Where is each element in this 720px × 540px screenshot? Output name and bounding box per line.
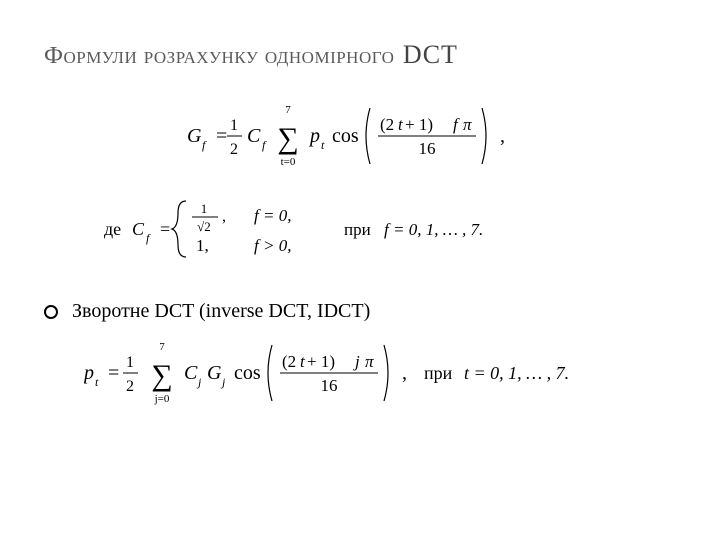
p3-d: 16 [321, 376, 338, 395]
p3-p: p [84, 362, 94, 384]
brace [172, 201, 186, 257]
p3-cos: cos [234, 362, 261, 384]
sym-G: G [187, 125, 202, 147]
pn-pi: π [463, 115, 472, 134]
sym-Cf: f [262, 138, 267, 152]
pri: при [344, 220, 371, 239]
sym-pt: t [321, 138, 325, 152]
formula-pt-svg: p t = 1 2 7 ∑ j=0 C j G j cos (2 [84, 335, 704, 411]
sym-f: f [202, 138, 207, 152]
sym-p: p [308, 125, 320, 147]
f1-den: 2 [230, 141, 238, 158]
formula-gf-svg: G f = 1 2 C f 7 ∑ t=0 p t cos [152, 100, 572, 170]
c1-cond: f = 0, [254, 206, 291, 225]
title-suffix: DCT [401, 40, 458, 69]
pn-a: (2 [380, 115, 394, 134]
f1-num: 1 [230, 117, 238, 134]
p3-ss: ∑ [151, 359, 172, 392]
c2-cond: f > 0, [254, 236, 291, 255]
c1-num: 1 [201, 201, 208, 216]
formula-cf: де C f = 1 √2 , f = 0, 1, f > 0, при f =… [44, 195, 680, 270]
sum-bot: t=0 [281, 156, 296, 168]
p3-tt: t [300, 352, 306, 371]
range: f = 0, 1, … , 7. [384, 220, 483, 239]
slide: Формули розрахунку одномірного DCT G f =… [0, 0, 720, 540]
f1-tail: , [500, 125, 505, 147]
slide-title: Формули розрахунку одномірного DCT [44, 40, 680, 70]
p3-G: G [207, 362, 222, 384]
p3-pi: π [365, 352, 374, 371]
p3-tail: , [402, 362, 407, 384]
p3-st: 7 [159, 341, 165, 353]
cf-eq: = [160, 219, 170, 239]
bullet-icon [44, 305, 58, 319]
formula-pt: p t = 1 2 7 ∑ j=0 C j G j cos (2 [44, 335, 680, 416]
cf-f: f [146, 231, 151, 245]
title-main: Формули розрахунку одномірного [44, 43, 394, 69]
p3-den: 2 [126, 378, 134, 395]
pn-b: + 1) [405, 115, 433, 134]
formula-gf: G f = 1 2 C f 7 ∑ t=0 p t cos [44, 100, 680, 175]
c1-den: √2 [197, 219, 211, 234]
p3-j: j [353, 352, 360, 371]
pn-f: f [453, 115, 460, 134]
lparen [366, 108, 370, 164]
p3-range: t = 0, 1, … , 7. [464, 363, 569, 383]
sum-sym: ∑ [277, 122, 298, 155]
p3-pri: при [424, 363, 453, 383]
p3-C: C [184, 362, 198, 384]
rparen [482, 108, 486, 164]
formula-cf-svg: де C f = 1 √2 , f = 0, 1, f > 0, при f =… [104, 195, 644, 265]
p3-eq: = [108, 362, 119, 384]
bullet-text: Зворотне DCT (inverse DCT, IDCT) [72, 300, 370, 323]
c2-val: 1, [196, 236, 209, 255]
p3-num: 1 [126, 354, 134, 371]
pn-den: 16 [419, 139, 436, 158]
p3-a: (2 [282, 352, 296, 371]
bullet-row: Зворотне DCT (inverse DCT, IDCT) [44, 300, 680, 323]
c1-comma: , [222, 208, 226, 225]
p3-lp [268, 345, 272, 401]
pn-t: t [398, 115, 404, 134]
p3-b: + 1) [307, 352, 335, 371]
p3-sb: j=0 [154, 393, 170, 405]
sym-eq: = [216, 125, 227, 147]
sym-C: C [247, 125, 261, 147]
p3-rp [384, 345, 388, 401]
sum-top: 7 [285, 104, 291, 116]
cf-C: C [132, 219, 145, 239]
de: де [104, 219, 121, 239]
p3-t: t [95, 375, 99, 389]
sym-cos: cos [332, 125, 359, 147]
